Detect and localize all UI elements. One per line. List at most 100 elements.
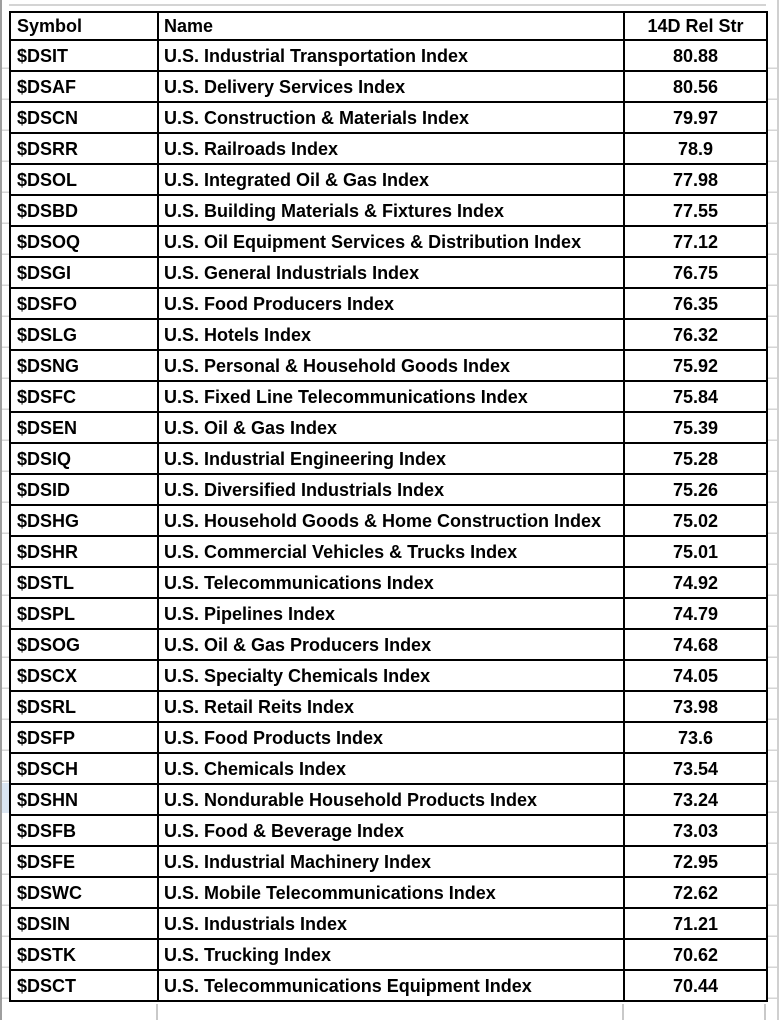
name-cell[interactable]: U.S. General Industrials Index — [157, 256, 625, 289]
name-cell[interactable]: U.S. Railroads Index — [157, 132, 625, 165]
name-cell[interactable]: U.S. Trucking Index — [157, 938, 625, 971]
symbol-cell[interactable]: $DSIN — [9, 907, 159, 940]
symbol-cell[interactable]: $DSFO — [9, 287, 159, 320]
table-row[interactable]: $DSFP U.S. Food Products Index 73.6 — [9, 721, 768, 754]
symbol-cell[interactable]: $DSCH — [9, 752, 159, 785]
name-cell[interactable]: U.S. Pipelines Index — [157, 597, 625, 630]
name-cell[interactable]: U.S. Diversified Industrials Index — [157, 473, 625, 506]
symbol-cell[interactable]: $DSOL — [9, 163, 159, 196]
table-row[interactable]: $DSHR U.S. Commercial Vehicles & Trucks … — [9, 535, 768, 568]
rel-str-cell[interactable]: 75.28 — [623, 442, 768, 475]
symbol-cell[interactable]: $DSFP — [9, 721, 159, 754]
name-cell[interactable]: U.S. Hotels Index — [157, 318, 625, 351]
rel-str-cell[interactable]: 73.24 — [623, 783, 768, 816]
symbol-cell[interactable]: $DSIQ — [9, 442, 159, 475]
rel-str-cell[interactable]: 75.01 — [623, 535, 768, 568]
name-cell[interactable]: U.S. Nondurable Household Products Index — [157, 783, 625, 816]
symbol-cell[interactable]: $DSFB — [9, 814, 159, 847]
table-row[interactable]: $DSCH U.S. Chemicals Index 73.54 — [9, 752, 768, 785]
table-row[interactable]: $DSIT U.S. Industrial Transportation Ind… — [9, 39, 768, 72]
name-cell[interactable]: U.S. Integrated Oil & Gas Index — [157, 163, 625, 196]
symbol-cell[interactable]: $DSGI — [9, 256, 159, 289]
name-cell[interactable]: U.S. Household Goods & Home Construction… — [157, 504, 625, 537]
rel-str-cell[interactable]: 73.6 — [623, 721, 768, 754]
rel-str-cell[interactable]: 73.98 — [623, 690, 768, 723]
rel-str-cell[interactable]: 77.55 — [623, 194, 768, 227]
table-row[interactable]: $DSHG U.S. Household Goods & Home Constr… — [9, 504, 768, 537]
name-cell[interactable]: U.S. Industrial Engineering Index — [157, 442, 625, 475]
symbol-cell[interactable]: $DSHR — [9, 535, 159, 568]
table-row[interactable]: $DSFC U.S. Fixed Line Telecommunications… — [9, 380, 768, 413]
column-header-symbol[interactable]: Symbol — [9, 11, 159, 41]
rel-str-cell[interactable]: 73.54 — [623, 752, 768, 785]
symbol-cell[interactable]: $DSTK — [9, 938, 159, 971]
symbol-cell[interactable]: $DSID — [9, 473, 159, 506]
table-row[interactable]: $DSCN U.S. Construction & Materials Inde… — [9, 101, 768, 134]
name-cell[interactable]: U.S. Commercial Vehicles & Trucks Index — [157, 535, 625, 568]
table-row[interactable]: $DSFE U.S. Industrial Machinery Index 72… — [9, 845, 768, 878]
symbol-cell[interactable]: $DSCT — [9, 969, 159, 1002]
name-cell[interactable]: U.S. Personal & Household Goods Index — [157, 349, 625, 382]
symbol-cell[interactable]: $DSOQ — [9, 225, 159, 258]
symbol-cell[interactable]: $DSHN — [9, 783, 159, 816]
table-row[interactable]: $DSCX U.S. Specialty Chemicals Index 74.… — [9, 659, 768, 692]
name-cell[interactable]: U.S. Fixed Line Telecommunications Index — [157, 380, 625, 413]
table-row[interactable]: $DSCT U.S. Telecommunications Equipment … — [9, 969, 768, 1002]
table-row[interactable]: $DSFB U.S. Food & Beverage Index 73.03 — [9, 814, 768, 847]
symbol-cell[interactable]: $DSPL — [9, 597, 159, 630]
symbol-cell[interactable]: $DSNG — [9, 349, 159, 382]
table-row[interactable]: $DSOG U.S. Oil & Gas Producers Index 74.… — [9, 628, 768, 661]
table-row[interactable]: $DSTL U.S. Telecommunications Index 74.9… — [9, 566, 768, 599]
symbol-cell[interactable]: $DSAF — [9, 70, 159, 103]
symbol-cell[interactable]: $DSIT — [9, 39, 159, 72]
symbol-cell[interactable]: $DSFE — [9, 845, 159, 878]
rel-str-cell[interactable]: 72.62 — [623, 876, 768, 909]
symbol-cell[interactable]: $DSTL — [9, 566, 159, 599]
rel-str-cell[interactable]: 77.98 — [623, 163, 768, 196]
name-cell[interactable]: U.S. Retail Reits Index — [157, 690, 625, 723]
table-row[interactable]: $DSID U.S. Diversified Industrials Index… — [9, 473, 768, 506]
name-cell[interactable]: U.S. Mobile Telecommunications Index — [157, 876, 625, 909]
rel-str-cell[interactable]: 74.05 — [623, 659, 768, 692]
table-row[interactable]: $DSAF U.S. Delivery Services Index 80.56 — [9, 70, 768, 103]
rel-str-cell[interactable]: 75.26 — [623, 473, 768, 506]
symbol-cell[interactable]: $DSRR — [9, 132, 159, 165]
name-cell[interactable]: U.S. Chemicals Index — [157, 752, 625, 785]
symbol-cell[interactable]: $DSCX — [9, 659, 159, 692]
table-row[interactable]: $DSHN U.S. Nondurable Household Products… — [9, 783, 768, 816]
table-row[interactable]: $DSOL U.S. Integrated Oil & Gas Index 77… — [9, 163, 768, 196]
rel-str-cell[interactable]: 70.62 — [623, 938, 768, 971]
name-cell[interactable]: U.S. Oil & Gas Producers Index — [157, 628, 625, 661]
name-cell[interactable]: U.S. Construction & Materials Index — [157, 101, 625, 134]
rel-str-cell[interactable]: 74.92 — [623, 566, 768, 599]
name-cell[interactable]: U.S. Industrial Machinery Index — [157, 845, 625, 878]
rel-str-cell[interactable]: 73.03 — [623, 814, 768, 847]
name-cell[interactable]: U.S. Food Producers Index — [157, 287, 625, 320]
symbol-cell[interactable]: $DSOG — [9, 628, 159, 661]
name-cell[interactable]: U.S. Oil & Gas Index — [157, 411, 625, 444]
table-row[interactable]: $DSGI U.S. General Industrials Index 76.… — [9, 256, 768, 289]
rel-str-cell[interactable]: 74.79 — [623, 597, 768, 630]
table-row[interactable]: $DSWC U.S. Mobile Telecommunications Ind… — [9, 876, 768, 909]
name-cell[interactable]: U.S. Telecommunications Equipment Index — [157, 969, 625, 1002]
rel-str-cell[interactable]: 78.9 — [623, 132, 768, 165]
rel-str-cell[interactable]: 76.35 — [623, 287, 768, 320]
column-header-name[interactable]: Name — [157, 11, 625, 41]
table-row[interactable]: $DSNG U.S. Personal & Household Goods In… — [9, 349, 768, 382]
symbol-cell[interactable]: $DSHG — [9, 504, 159, 537]
symbol-cell[interactable]: $DSCN — [9, 101, 159, 134]
rel-str-cell[interactable]: 80.88 — [623, 39, 768, 72]
table-row[interactable]: $DSPL U.S. Pipelines Index 74.79 — [9, 597, 768, 630]
name-cell[interactable]: U.S. Telecommunications Index — [157, 566, 625, 599]
table-row[interactable]: $DSLG U.S. Hotels Index 76.32 — [9, 318, 768, 351]
rel-str-cell[interactable]: 75.39 — [623, 411, 768, 444]
name-cell[interactable]: U.S. Building Materials & Fixtures Index — [157, 194, 625, 227]
rel-str-cell[interactable]: 80.56 — [623, 70, 768, 103]
symbol-cell[interactable]: $DSRL — [9, 690, 159, 723]
symbol-cell[interactable]: $DSBD — [9, 194, 159, 227]
table-row[interactable]: $DSIN U.S. Industrials Index 71.21 — [9, 907, 768, 940]
rel-str-cell[interactable]: 76.32 — [623, 318, 768, 351]
name-cell[interactable]: U.S. Food & Beverage Index — [157, 814, 625, 847]
name-cell[interactable]: U.S. Oil Equipment Services & Distributi… — [157, 225, 625, 258]
table-row[interactable]: $DSBD U.S. Building Materials & Fixtures… — [9, 194, 768, 227]
